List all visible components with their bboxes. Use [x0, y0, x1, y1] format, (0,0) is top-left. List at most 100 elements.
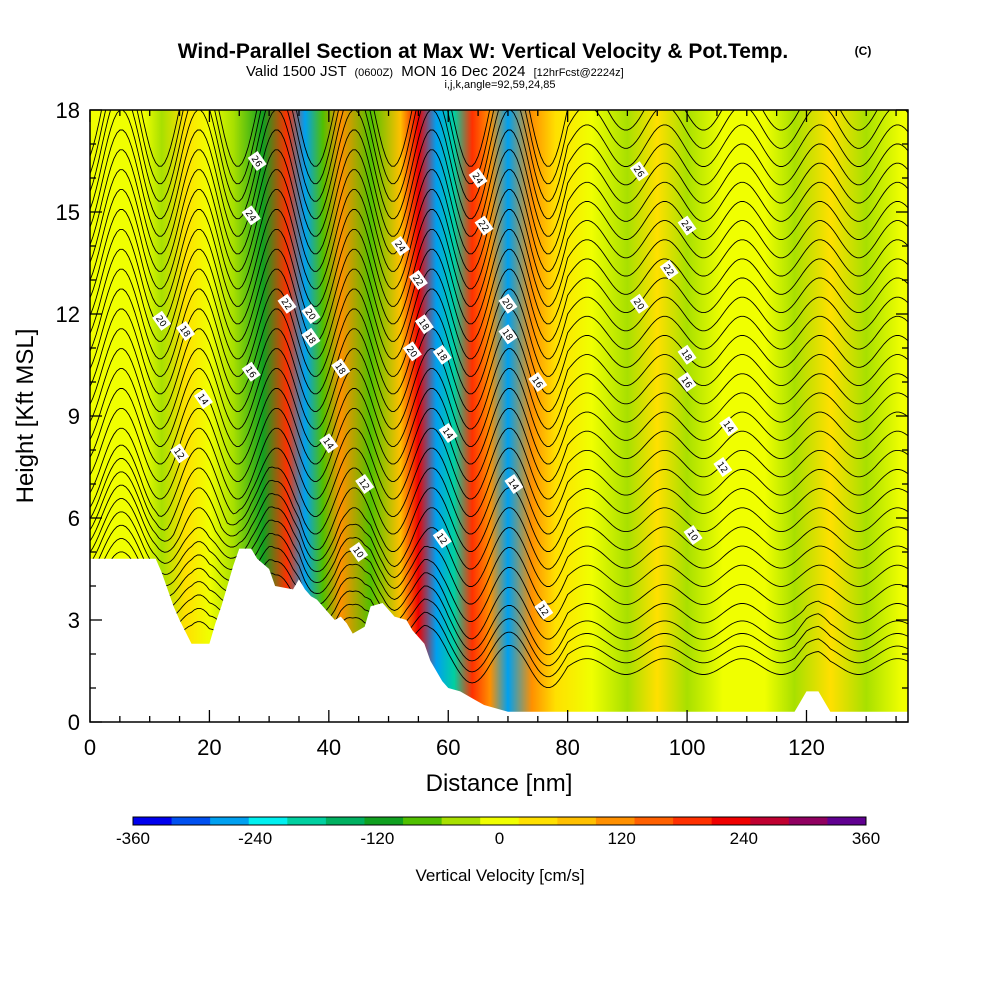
contour-label-bg-16 [468, 168, 488, 188]
contour-label-bg-21 [504, 474, 524, 494]
colorbar-label-1: -240 [238, 829, 272, 848]
theta-contour-line-5 [90, 524, 908, 622]
contour-label-bg-35 [193, 389, 213, 409]
contour-label-bg-7 [355, 474, 375, 494]
contour-label-bg-15 [432, 528, 452, 549]
y-tick-label-9: 9 [68, 404, 80, 429]
copyright-mark: (C) [855, 44, 872, 58]
valid-fcst: [12hrFcst@2224z] [534, 67, 624, 79]
theta-contour-line-6 [90, 511, 908, 605]
theta-contour-line-28 [90, 110, 908, 220]
colorbar-swatch-0 [133, 817, 173, 825]
theta-contour-line-18 [90, 308, 908, 395]
colorbar-swatch-4 [287, 817, 327, 825]
theta-contour-line-9 [90, 471, 908, 552]
contour-label-bg-30 [713, 457, 733, 477]
colorbar: -360 -240 -120 0 120 240 360 [116, 816, 880, 848]
colorbar-swatch-7 [403, 817, 443, 825]
x-axis-ticks: 0 20 40 60 80 100 120 [84, 110, 897, 760]
contour-label-bg-6 [319, 433, 339, 454]
colorbar-swatch-8 [441, 817, 481, 825]
theta-contour-line-10 [90, 458, 908, 535]
theta-contour-line-29 [90, 110, 908, 202]
valid-prefix: Valid 1500 JST [246, 63, 346, 80]
contour-label-bg-34 [241, 361, 261, 382]
theta-contour-line-13 [90, 407, 908, 482]
theta-contour-line-23 [90, 209, 908, 307]
contour-label-bg-17 [474, 215, 494, 236]
theta-contour-line-17 [90, 328, 908, 412]
y-tick-label-18: 18 [56, 98, 80, 123]
theta-contour-line-25 [90, 169, 908, 272]
contour-label-bg-0 [247, 151, 267, 171]
colorbar-frame [132, 816, 867, 826]
valid-time-line: Valid 1500 JST (0600Z) MON 16 Dec 2024 [… [246, 63, 624, 80]
valid-zulu: (0600Z) [355, 67, 394, 79]
colorbar-label-3: 0 [495, 829, 504, 848]
contour-label-bg-4 [301, 327, 321, 348]
theta-contour-line-27 [90, 129, 908, 237]
x-tick-label-40: 40 [317, 735, 341, 760]
contour-label-bg-9 [390, 236, 410, 256]
contour-label-bg-23 [629, 161, 649, 182]
contour-label-bg-32 [152, 310, 172, 331]
y-axis-label: Height [Kft MSL] [12, 329, 39, 504]
theta-contour-line-30 [90, 110, 908, 185]
contour-label-bg-29 [719, 416, 739, 437]
colorbar-label-4: 120 [607, 829, 635, 848]
contour-label-bg-3 [301, 304, 321, 324]
colorbar-swatch-12 [595, 817, 636, 825]
colorbar-swatch-5 [325, 817, 365, 825]
theta-contour-line-14 [90, 388, 908, 465]
contour-label-bg-13 [432, 344, 452, 365]
theta-contour-line-31 [90, 110, 878, 167]
contour-label-bg-19 [498, 324, 518, 345]
theta-contour-line-11 [90, 444, 908, 517]
colorbar-label-5: 240 [730, 829, 758, 848]
y-axis-ticks: 0 3 6 9 12 15 18 [56, 98, 908, 735]
colorbar-title: Vertical Velocity [cm/s] [415, 866, 584, 885]
y-tick-label-6: 6 [68, 506, 80, 531]
theta-contour-line-8 [90, 484, 908, 570]
y-tick-label-12: 12 [56, 302, 80, 327]
contour-label-bg-25 [659, 259, 679, 280]
chart-title: Wind-Parallel Section at Max W: Vertical… [178, 40, 789, 63]
colorbar-swatch-17 [788, 817, 828, 825]
colorbar-swatch-3 [248, 817, 288, 825]
x-tick-label-120: 120 [788, 735, 825, 760]
colorbar-label-2: -120 [360, 829, 394, 848]
theta-contour-line-26 [90, 149, 908, 255]
theta-contour-line-19 [90, 288, 908, 377]
contour-label-bg-22 [534, 599, 554, 620]
contour-label-bg-5 [331, 358, 351, 379]
contour-label-bg-2 [277, 293, 297, 314]
contour-label-bg-27 [677, 344, 697, 365]
contour-label-bg-14 [438, 423, 458, 443]
colorbar-swatch-13 [634, 817, 674, 825]
grid-indices: i,j,k,angle=92,59,24,85 [444, 79, 555, 91]
colorbar-swatch-15 [711, 817, 751, 825]
theta-contour-line-20 [90, 268, 908, 360]
colorbar-swatch-11 [557, 817, 597, 825]
colorbar-label-0: -360 [116, 829, 150, 848]
contour-label-bg-33 [176, 321, 196, 341]
colorbar-swatch-1 [171, 817, 211, 825]
theta-contour-line-24 [90, 189, 908, 290]
contour-label-bg-12 [402, 341, 422, 362]
theta-contour-line-12 [90, 427, 908, 500]
x-tick-label-0: 0 [84, 735, 96, 760]
theta-contour-line-16 [90, 348, 908, 430]
contour-label-bg-20 [528, 372, 548, 392]
x-tick-label-60: 60 [436, 735, 460, 760]
contour-label-bg-10 [408, 270, 428, 290]
contour-label-bg-26 [629, 293, 649, 314]
theta-contour-line-7 [90, 498, 908, 587]
x-tick-label-20: 20 [197, 735, 221, 760]
contour-label-bg-1 [241, 205, 261, 226]
contour-label-bg-31 [683, 525, 703, 545]
y-tick-label-3: 3 [68, 608, 80, 633]
x-tick-label-100: 100 [669, 735, 706, 760]
valid-date: MON 16 Dec 2024 [401, 63, 525, 80]
colorbar-swatch-18 [827, 817, 867, 825]
colorbar-swatch-2 [210, 817, 250, 825]
